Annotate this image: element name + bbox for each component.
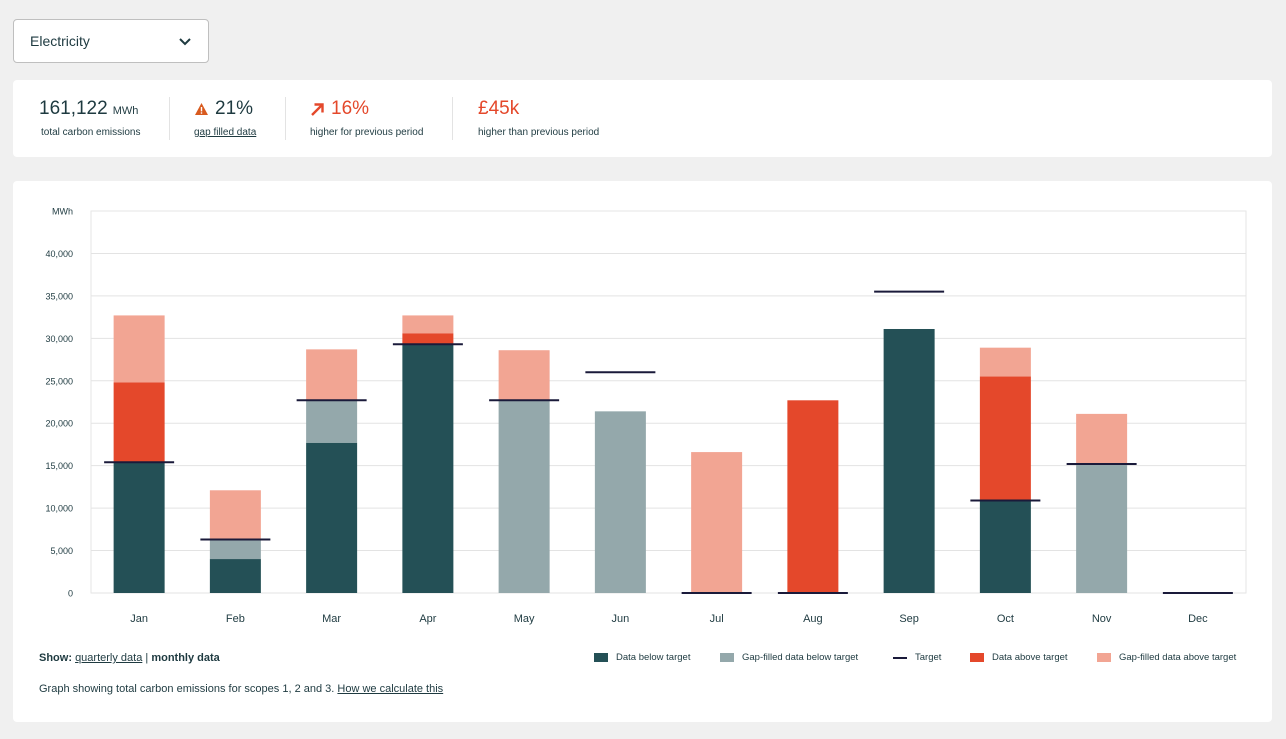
legend-item-gap-above: Gap-filled data above target <box>1097 652 1236 663</box>
y-tick-label: 5,000 <box>50 546 73 556</box>
bar-gap-below <box>498 400 550 593</box>
energy-type-select[interactable]: Electricity <box>13 19 209 63</box>
plot-border <box>90 210 1247 594</box>
y-tick-label: 35,000 <box>45 291 73 301</box>
y-tick-label: 0 <box>68 589 73 599</box>
higher-label: higher for previous period <box>310 127 424 138</box>
x-tick-label: Nov <box>1092 613 1112 625</box>
how-we-calculate-link[interactable]: How we calculate this <box>337 683 444 695</box>
emissions-chart: 0 5,000 10,000 15,000 20,000 25,000 30,000 35,0… <box>45 207 1247 625</box>
divider <box>169 97 170 140</box>
legend-label-gap-above: Gap-filled data above target <box>1119 652 1237 663</box>
x-tick-label: Aug <box>803 613 823 625</box>
bar-gap-above <box>498 350 550 401</box>
bar-below <box>306 442 358 593</box>
legend-label-above: Data above target <box>992 652 1068 663</box>
bar-below <box>402 344 454 593</box>
total-emissions-unit: MWh <box>112 105 139 117</box>
chart-card: 0 5,000 10,000 15,000 20,000 25,000 30,000 35,0… <box>13 181 1272 722</box>
legend-item-above: Data above target <box>970 652 1068 663</box>
quarterly-data-link[interactable]: quarterly data <box>75 652 143 664</box>
divider <box>285 97 286 140</box>
chevron-down-icon <box>179 38 191 46</box>
gap-filled-link[interactable]: gap filled data <box>194 127 257 138</box>
gap-filled-value: 21% <box>215 98 254 119</box>
y-tick-label: 40,000 <box>45 249 73 259</box>
x-tick-label: Oct <box>997 613 1014 625</box>
cost-label: higher than previous period <box>478 127 600 138</box>
y-tick-label: 20,000 <box>45 419 73 429</box>
total-emissions-value: 161,122 <box>39 98 108 119</box>
bar-gap-above <box>1076 413 1128 464</box>
bar-below <box>113 462 165 593</box>
bar-gap-below <box>306 400 358 443</box>
bar-gap-above <box>979 347 1031 377</box>
cost-value: £45k <box>478 98 520 119</box>
bar-gap-above <box>306 349 358 401</box>
y-tick-label: 25,000 <box>45 376 73 386</box>
higher-value: 16% <box>331 98 370 119</box>
arrow-up-right-icon <box>311 102 324 116</box>
x-tick-label: Feb <box>226 613 245 625</box>
x-tick-label: Dec <box>1188 613 1208 625</box>
summary-panel: 161,122 MWh total carbon emissions 21% g… <box>13 80 1272 157</box>
chart-caption: Graph showing total carbon emissions for… <box>39 683 443 695</box>
legend-swatch-below <box>594 653 608 662</box>
bar-above <box>402 333 454 345</box>
bar-gap-below <box>209 539 261 560</box>
legend-item-below: Data below target <box>594 652 690 663</box>
legend-swatch-gap-above <box>1097 653 1111 662</box>
bar-gap-above <box>402 315 454 334</box>
bar-below <box>979 500 1031 593</box>
bar-below <box>883 328 935 593</box>
caption-text: Graph showing total carbon emissions for… <box>39 683 335 695</box>
x-tick-label: Mar <box>322 613 341 625</box>
period-toggle: Show: quarterly data | monthly data <box>39 652 220 664</box>
y-tick-label: 10,000 <box>45 504 73 514</box>
bar-gap-above <box>691 452 743 593</box>
separator: | <box>145 652 149 664</box>
y-axis-label: MWh <box>52 207 73 217</box>
bar-above <box>979 376 1031 501</box>
y-tick-label: 30,000 <box>45 334 73 344</box>
energy-type-value: Electricity <box>30 33 90 49</box>
bar-gap-below <box>1076 463 1128 593</box>
bar-above <box>113 382 165 463</box>
divider <box>452 97 453 140</box>
x-tick-label: Jul <box>710 613 724 625</box>
bar-gap-above <box>113 315 165 383</box>
total-emissions-label: total carbon emissions <box>41 127 141 138</box>
bar-above <box>787 400 839 593</box>
legend-swatch-above <box>970 653 984 662</box>
show-label: Show: <box>39 652 72 664</box>
y-tick-label: 15,000 <box>45 461 73 471</box>
monthly-data-option[interactable]: monthly data <box>151 652 220 664</box>
x-tick-label: Jan <box>130 613 148 625</box>
bar-gap-below <box>594 411 646 593</box>
warning-icon <box>195 103 208 115</box>
bar-below <box>209 559 261 593</box>
legend-item-gap-below: Gap-filled data below target <box>720 652 858 663</box>
legend-item-target: Target <box>893 652 941 663</box>
x-tick-label: May <box>514 613 535 625</box>
x-tick-label: Sep <box>899 613 919 625</box>
legend-swatch-target <box>893 656 907 659</box>
legend-label-below: Data below target <box>616 652 691 663</box>
legend-label-gap-below: Gap-filled data below target <box>742 652 859 663</box>
bar-gap-above <box>209 490 261 540</box>
legend-label-target: Target <box>915 652 942 663</box>
x-tick-label: Apr <box>419 613 436 625</box>
x-tick-label: Jun <box>612 613 630 625</box>
legend-swatch-gap-below <box>720 653 734 662</box>
